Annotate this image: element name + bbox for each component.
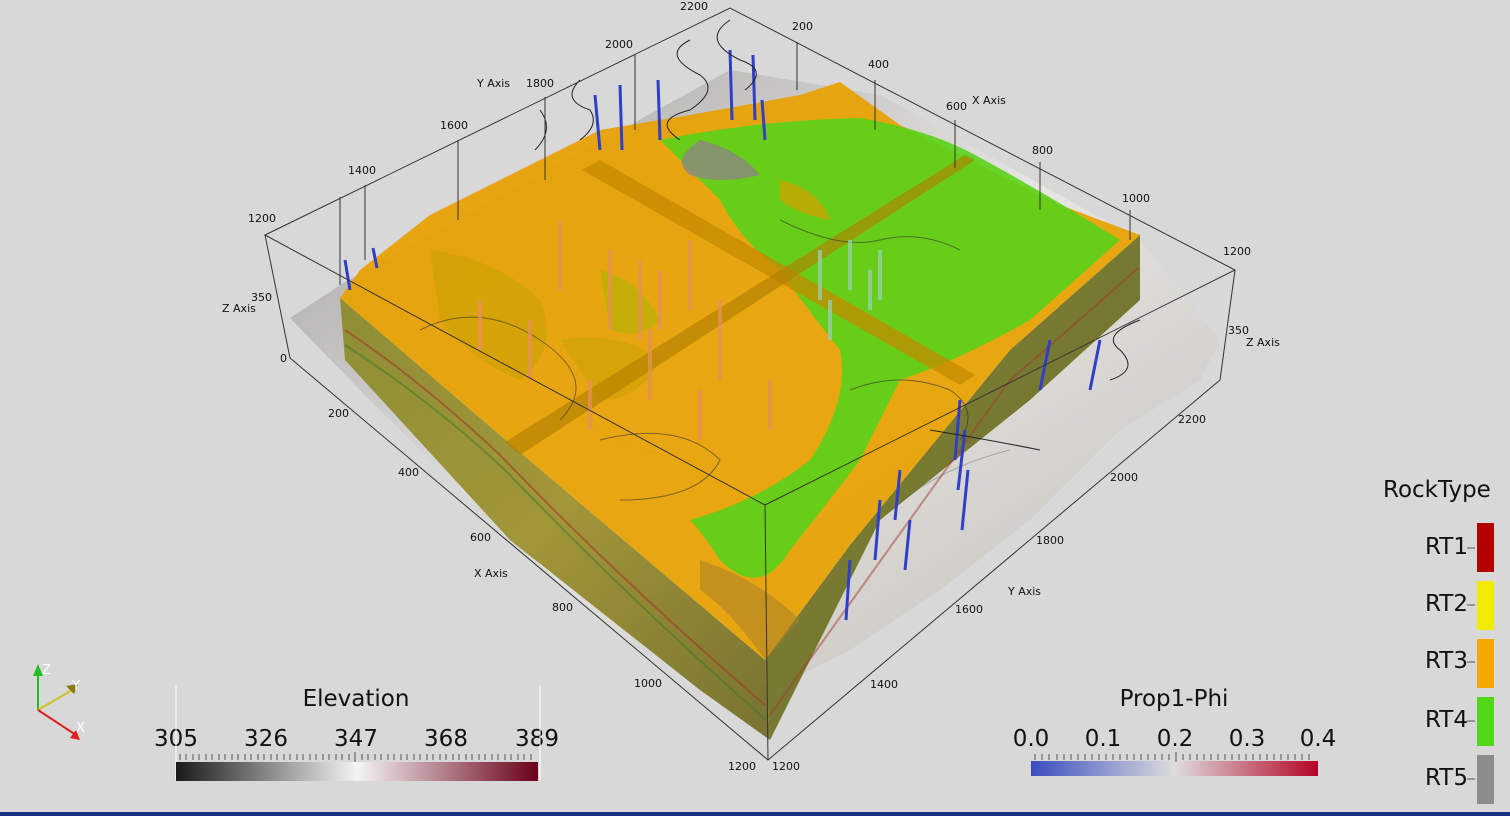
rocktype-swatch	[1477, 697, 1494, 746]
elevation-legend-title: Elevation	[303, 686, 410, 712]
elevation-gradient-bar	[176, 762, 538, 781]
rocktype-item-rt5: RT5	[1425, 755, 1494, 804]
rocktype-legend[interactable]: RockType RT1 RT2 RT3 RT4 RT5	[1383, 477, 1494, 804]
well-traces	[343, 49, 1102, 621]
axes-bounding-box	[263, 7, 1237, 761]
prop1-phi-tick-label: 0.0	[1013, 726, 1050, 752]
rocktype-item-label: RT4	[1425, 707, 1468, 733]
rocktype-item-label: RT5	[1425, 765, 1468, 791]
y-tick-left-label: 2200	[680, 0, 708, 13]
elevation-tick-label: 347	[334, 726, 378, 752]
z-tick-right-label: 350	[1228, 324, 1249, 337]
y-tick-front-label: 1400	[870, 678, 898, 691]
prop1-phi-minor-ticks	[1034, 752, 1310, 762]
z-axis-title-right: Z Axis	[1246, 336, 1280, 349]
window-bottom-border	[0, 812, 1510, 816]
reservoir-block-top	[340, 82, 1140, 660]
x-tick-front-label: 1000	[634, 677, 662, 690]
rocktype-swatch	[1477, 639, 1494, 688]
y-tick-left-label: 1400	[348, 164, 376, 177]
prop1-phi-colorbar[interactable]: Prop1-Phi 0.0 0.1 0.2 0.3 0.4	[1013, 686, 1337, 776]
rocktype-swatch	[1477, 581, 1494, 630]
y-tick-front-label: 1200	[772, 760, 800, 773]
prop1-phi-tick-label: 0.3	[1229, 726, 1266, 752]
prop1-phi-tick-label: 0.4	[1300, 726, 1337, 752]
prop1-phi-tick-label: 0.2	[1157, 726, 1194, 752]
prop1-phi-legend-title: Prop1-Phi	[1120, 686, 1229, 712]
x-tick-top-label: 600	[946, 100, 967, 113]
y-axis-title-left: Y Axis	[476, 77, 510, 90]
y-tick-left-label: 1200	[248, 212, 276, 225]
contour-lines	[534, 19, 1141, 451]
top-axis-tick-marks	[339, 42, 1131, 285]
orientation-axes-widget[interactable]: Z Y X	[33, 663, 85, 740]
x-tick-top-label: 1200	[1223, 245, 1251, 258]
x-tick-top-label: 200	[792, 20, 813, 33]
y-axis-ticks-left: 1200 1400 1600 1800 2000 2200 Y Axis	[248, 0, 708, 225]
y-tick-left-label: 1800	[526, 77, 554, 90]
x-tick-front-label: 200	[328, 407, 349, 420]
elevation-colorbar[interactable]: Elevation 305 326 347 368 389	[154, 685, 559, 781]
y-tick-front-label: 2000	[1110, 471, 1138, 484]
y-arrow-icon	[66, 684, 78, 694]
y-tick-left-label: 1600	[440, 119, 468, 132]
z-tick-left-label: 350	[251, 291, 272, 304]
rocktype-item-label: RT3	[1425, 648, 1468, 674]
rocktype-item-rt1: RT1	[1425, 523, 1494, 572]
y-tick-front-label: 1600	[955, 603, 983, 616]
x-tick-front-label: 600	[470, 531, 491, 544]
rocktype-item-rt2: RT2	[1425, 581, 1494, 630]
elevation-tick-label: 326	[244, 726, 288, 752]
x-tick-top-label: 400	[868, 58, 889, 71]
x-tick-top-label: 800	[1032, 144, 1053, 157]
elevation-tick-label: 368	[424, 726, 468, 752]
rocktype-legend-title: RockType	[1383, 477, 1491, 503]
x-tick-front-label: 1200	[728, 760, 756, 773]
prop1-phi-gradient-bar	[1031, 761, 1318, 776]
orientation-y-label: Y	[71, 679, 80, 694]
y-axis-ticks-front: 1200 1400 1600 1800 2000 2200 Y Axis	[772, 413, 1206, 773]
x-tick-front-label: 400	[398, 466, 419, 479]
orientation-z-label: Z	[42, 663, 51, 678]
elevation-minor-ticks	[179, 752, 532, 762]
rocktype-item-label: RT1	[1425, 534, 1468, 560]
orientation-x-label: X	[76, 721, 85, 736]
y-tick-left-label: 2000	[605, 38, 633, 51]
y-axis-title-front: Y Axis	[1007, 585, 1041, 598]
x-axis-title-top: X Axis	[972, 94, 1006, 107]
z-axis-title-left: Z Axis	[222, 302, 256, 315]
x-tick-front-label: 800	[552, 601, 573, 614]
rocktype-item-label: RT2	[1425, 591, 1468, 617]
z-arrow-icon	[33, 664, 43, 676]
x-axis-ticks-front: 200 400 600 800 1000 1200 X Axis	[328, 407, 756, 773]
prop1-phi-tick-label: 0.1	[1085, 726, 1122, 752]
x-axis-title-front: X Axis	[474, 567, 508, 580]
elevation-tick-label: 389	[515, 726, 559, 752]
y-tick-front-label: 2200	[1178, 413, 1206, 426]
y-tick-front-label: 1800	[1036, 534, 1064, 547]
z-axis-ticks: 0 350 Z Axis 350 Z Axis	[222, 291, 1280, 365]
x-tick-top-label: 1000	[1122, 192, 1150, 205]
rocktype-swatch	[1477, 755, 1494, 804]
x-arrow-icon	[70, 730, 80, 740]
rocktype-item-rt4: RT4	[1425, 697, 1494, 746]
z-tick-left-label: 0	[280, 352, 287, 365]
x-axis-ticks-top: 200 400 600 800 1000 1200 X Axis	[792, 20, 1251, 258]
rocktype-item-rt3: RT3	[1425, 639, 1494, 688]
rocktype-swatch	[1477, 523, 1494, 572]
